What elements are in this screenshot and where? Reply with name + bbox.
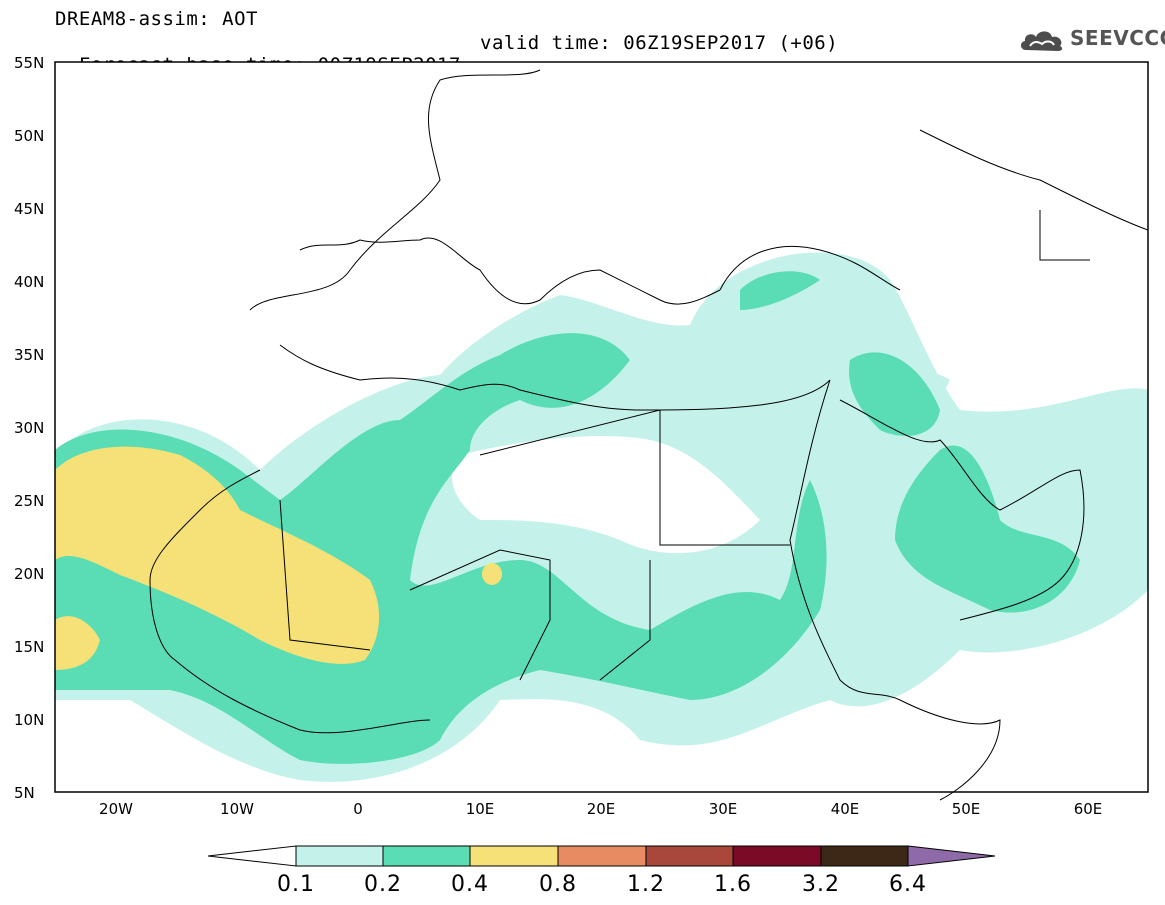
- colorbar-label: 0.8: [539, 872, 577, 897]
- lon-tick-60E: 60E: [1073, 800, 1103, 818]
- lon-tick-0: 0: [353, 800, 363, 818]
- lat-tick-15N: 15N: [14, 638, 45, 656]
- lon-tick-10W: 10W: [220, 800, 254, 818]
- lat-tick-10N: 10N: [14, 711, 45, 729]
- colorbar-label: 0.2: [364, 872, 402, 897]
- map-title: DREAM8-assim: AOT: [55, 8, 258, 30]
- colorbar-label: 6.4: [889, 872, 927, 897]
- lat-tick-35N: 35N: [14, 346, 45, 364]
- colorbar-label: 3.2: [802, 872, 840, 897]
- coastlines: [149, 69, 1149, 801]
- map-frame: [54, 61, 1149, 793]
- lon-tick-20W: 20W: [99, 800, 133, 818]
- aot-clean-area: [451, 435, 760, 554]
- lat-tick-50N: 50N: [14, 127, 45, 145]
- lat-tick-20N: 20N: [14, 565, 45, 583]
- lon-tick-30E: 30E: [708, 800, 738, 818]
- lat-tick-5N: 5N: [14, 784, 35, 802]
- lat-tick-25N: 25N: [14, 492, 45, 510]
- aot-level-0.4: [55, 446, 502, 670]
- valid-time-label: valid time: 06Z19SEP2017 (+06): [480, 32, 839, 54]
- logo-text: SEEVCCC: [1070, 26, 1165, 50]
- lat-tick-30N: 30N: [14, 419, 45, 437]
- lon-tick-20E: 20E: [586, 800, 616, 818]
- colorbar-label: 1.6: [714, 872, 752, 897]
- aot-level-0.2: [55, 271, 1080, 764]
- lon-tick-50E: 50E: [951, 800, 981, 818]
- seevccc-logo: SEEVCCC: [1018, 24, 1165, 54]
- colorbar-label: 0.1: [277, 872, 315, 897]
- lat-tick-40N: 40N: [14, 273, 45, 291]
- colorbar: [207, 845, 996, 867]
- colorbar-label: 0.4: [451, 872, 489, 897]
- lat-tick-45N: 45N: [14, 200, 45, 218]
- colorbar-label: 1.2: [627, 872, 665, 897]
- lon-tick-40E: 40E: [830, 800, 860, 818]
- lon-tick-10E: 10E: [465, 800, 495, 818]
- cloud-icon: [1020, 31, 1063, 51]
- lat-tick-55N: 55N: [14, 54, 45, 72]
